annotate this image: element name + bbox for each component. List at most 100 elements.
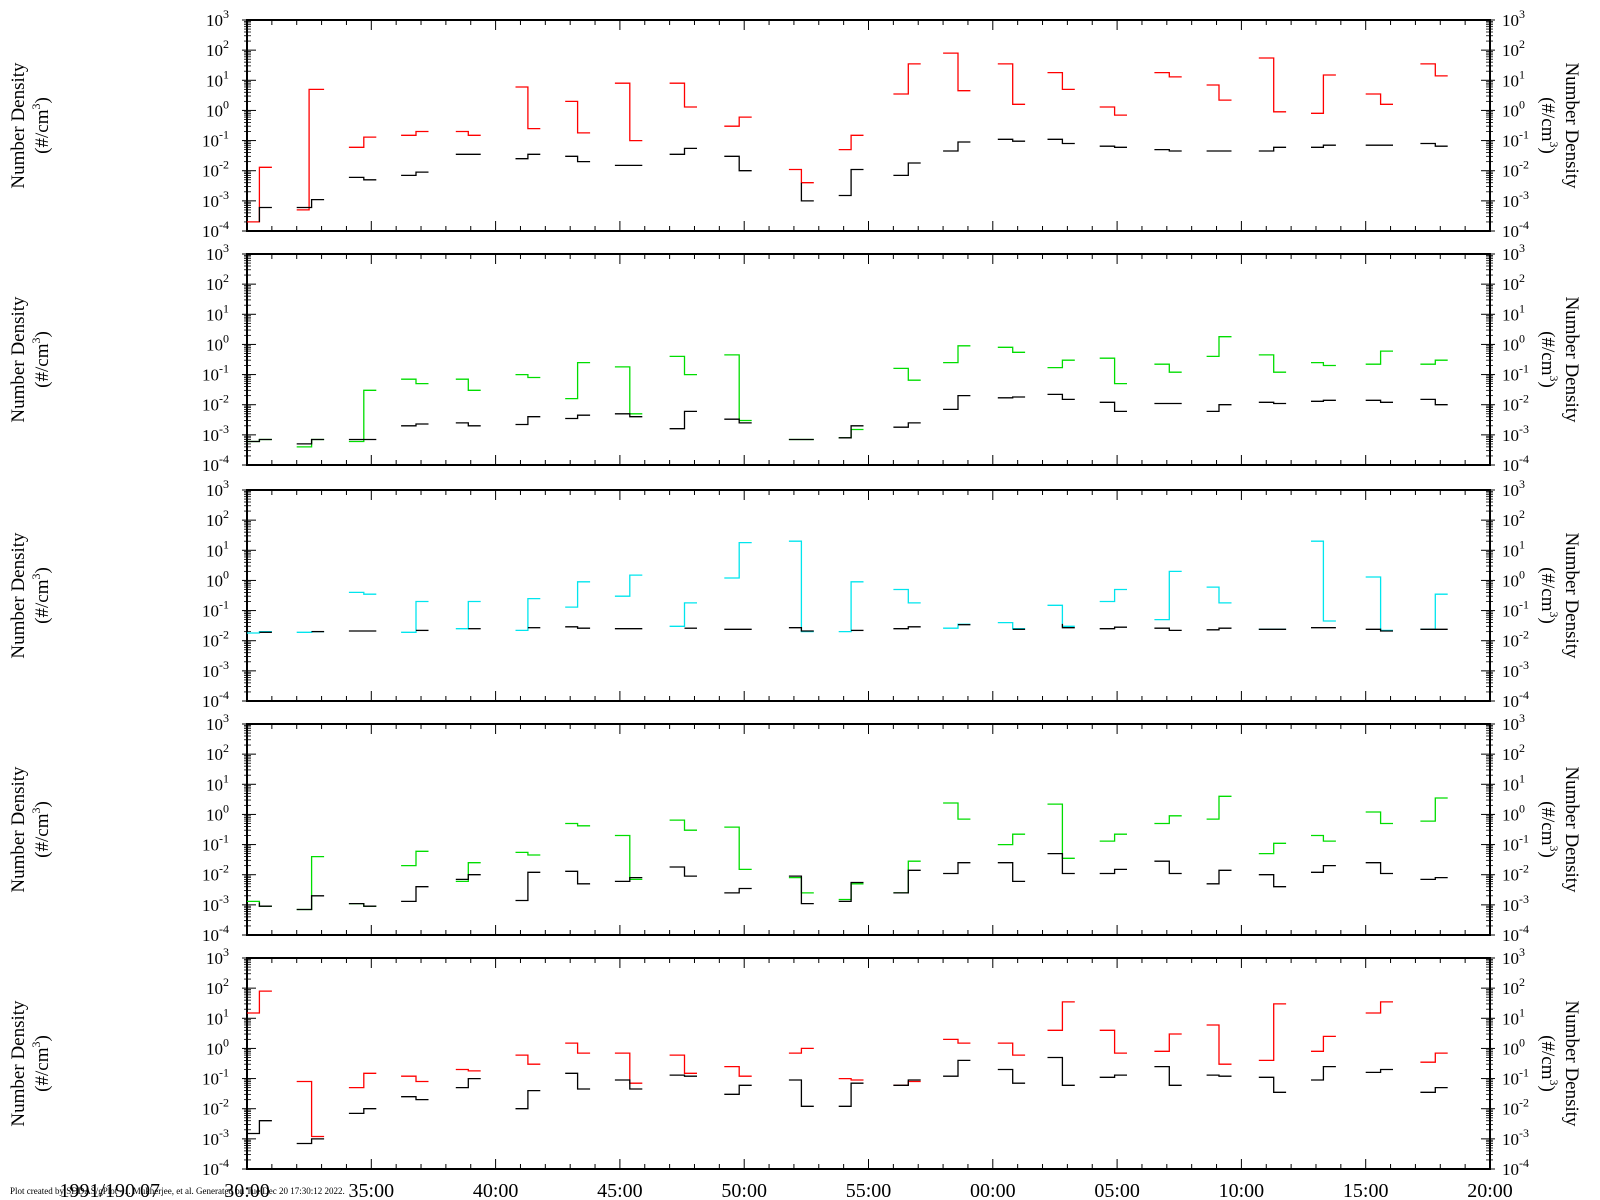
data-step-black (1206, 869, 1232, 885)
y-tick-label-left: 103 (206, 241, 229, 264)
y-axis-label-right: Number Density(#/cm3) (1537, 62, 1582, 189)
data-step-black (997, 138, 1026, 142)
data-step-red (893, 63, 921, 95)
data-step-black (893, 869, 921, 894)
data-step-red (669, 82, 697, 108)
data-step-black (1311, 864, 1336, 873)
data-step-black (997, 862, 1026, 883)
data-step-green (296, 855, 325, 911)
y-tick-label-left: 101 (206, 67, 229, 90)
data-step-black (1154, 627, 1182, 632)
y-tick-label-left: 10-1 (202, 598, 229, 621)
y-tick-label-left: 10-4 (202, 688, 229, 711)
y-tick-label-left: 10-2 (202, 862, 229, 885)
data-step-cyan (838, 581, 864, 633)
data-step-green (348, 389, 377, 443)
data-step-green (724, 826, 752, 871)
y-tick-label-left: 10-4 (202, 1156, 229, 1179)
data-step-green (1258, 354, 1287, 373)
data-step-black (1099, 1074, 1127, 1078)
data-step-black (1365, 399, 1393, 403)
data-step-black (1154, 1065, 1182, 1086)
data-step-black (401, 886, 429, 903)
data-step-black (455, 874, 481, 881)
data-step-cyan (724, 541, 752, 579)
data-step-black (1258, 1076, 1287, 1093)
data-step-black (296, 198, 325, 209)
y-tick-label-left: 100 (206, 97, 229, 120)
series-green (247, 336, 1448, 448)
data-step-black (943, 141, 971, 152)
data-step-green (296, 438, 325, 448)
y-tick-label-right: 100 (1502, 331, 1525, 354)
y-tick-label-left: 10-2 (202, 158, 229, 181)
data-step-red (788, 1047, 814, 1054)
y-tick-label-right: 10-4 (1502, 922, 1529, 945)
y-tick-label-left: 103 (206, 711, 229, 734)
series-black (258, 138, 1448, 222)
data-step-red (247, 990, 272, 1014)
data-step-green (724, 354, 752, 422)
data-step-black (565, 414, 591, 420)
data-step-black (296, 895, 325, 911)
data-step-black (1154, 860, 1182, 875)
data-step-red (1258, 57, 1287, 113)
data-step-black (788, 1079, 814, 1107)
x-tick-label: 40:00 (473, 1180, 519, 1200)
y-axis-label-right: Number Density(#/cm3) (1537, 1000, 1582, 1127)
y-tick-label-left: 100 (206, 331, 229, 354)
data-step-cyan (788, 540, 814, 633)
y-tick-label-left: 101 (206, 537, 229, 560)
series-black (247, 1056, 1448, 1145)
data-step-black (1365, 1068, 1393, 1074)
data-step-red (565, 1042, 591, 1054)
data-step-red (247, 166, 272, 223)
data-step-black (1258, 146, 1287, 152)
data-step-black (838, 1082, 864, 1107)
y-tick-label-right: 102 (1502, 37, 1525, 60)
y-tick-label-left: 103 (206, 945, 229, 968)
y-tick-label-left: 101 (206, 301, 229, 324)
data-step-black (515, 1089, 541, 1110)
y-tick-label-right: 10-1 (1502, 832, 1529, 855)
data-step-red (614, 1052, 643, 1084)
data-step-green (401, 378, 429, 385)
y-tick-label-left: 10-3 (202, 658, 229, 681)
data-step-red (724, 1065, 752, 1077)
data-step-black (893, 1079, 921, 1086)
y-tick-label-left: 103 (206, 7, 229, 30)
data-step-black (348, 176, 377, 181)
data-step-red (455, 130, 481, 136)
data-step-green (401, 850, 429, 867)
panel-5: 103 103 102 102 101 101 100 100 10-1 10-1 10-2 10-2… (8, 945, 1582, 1200)
data-step-black (1099, 401, 1127, 413)
y-tick-label-left: 10-2 (202, 1096, 229, 1119)
data-step-green (1311, 834, 1336, 842)
data-step-black (247, 438, 272, 443)
y-tick-label-left: 102 (206, 507, 229, 530)
data-step-cyan (455, 600, 481, 630)
data-step-red (1365, 1001, 1393, 1014)
y-tick-label-right: 100 (1502, 97, 1525, 120)
data-step-black (893, 626, 921, 630)
data-step-cyan (515, 597, 541, 632)
data-step-black (515, 871, 541, 902)
data-step-cyan (1099, 588, 1127, 603)
data-step-black (669, 410, 697, 430)
data-step-black (724, 887, 752, 894)
data-step-black (800, 182, 814, 202)
data-step-green (455, 862, 481, 883)
data-step-red (1099, 106, 1127, 116)
data-step-black (515, 153, 541, 160)
data-step-green (1365, 350, 1393, 365)
data-step-black (997, 1068, 1026, 1084)
data-step-red (838, 1077, 864, 1081)
panel-3: 103 103 102 102 101 101 100 100 10-1 10-1 10-2 10-2… (8, 477, 1582, 711)
data-step-cyan (401, 600, 429, 633)
data-step-green (1258, 842, 1287, 855)
y-tick-label-left: 10-1 (202, 832, 229, 855)
data-step-black (943, 394, 971, 411)
data-step-green (614, 366, 643, 415)
data-step-black (1311, 1065, 1336, 1081)
series-green (247, 795, 1448, 911)
